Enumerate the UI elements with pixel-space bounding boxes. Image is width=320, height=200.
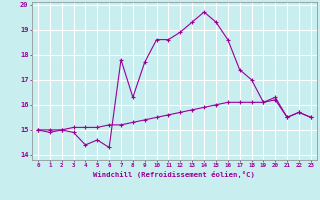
X-axis label: Windchill (Refroidissement éolien,°C): Windchill (Refroidissement éolien,°C): [93, 171, 255, 178]
